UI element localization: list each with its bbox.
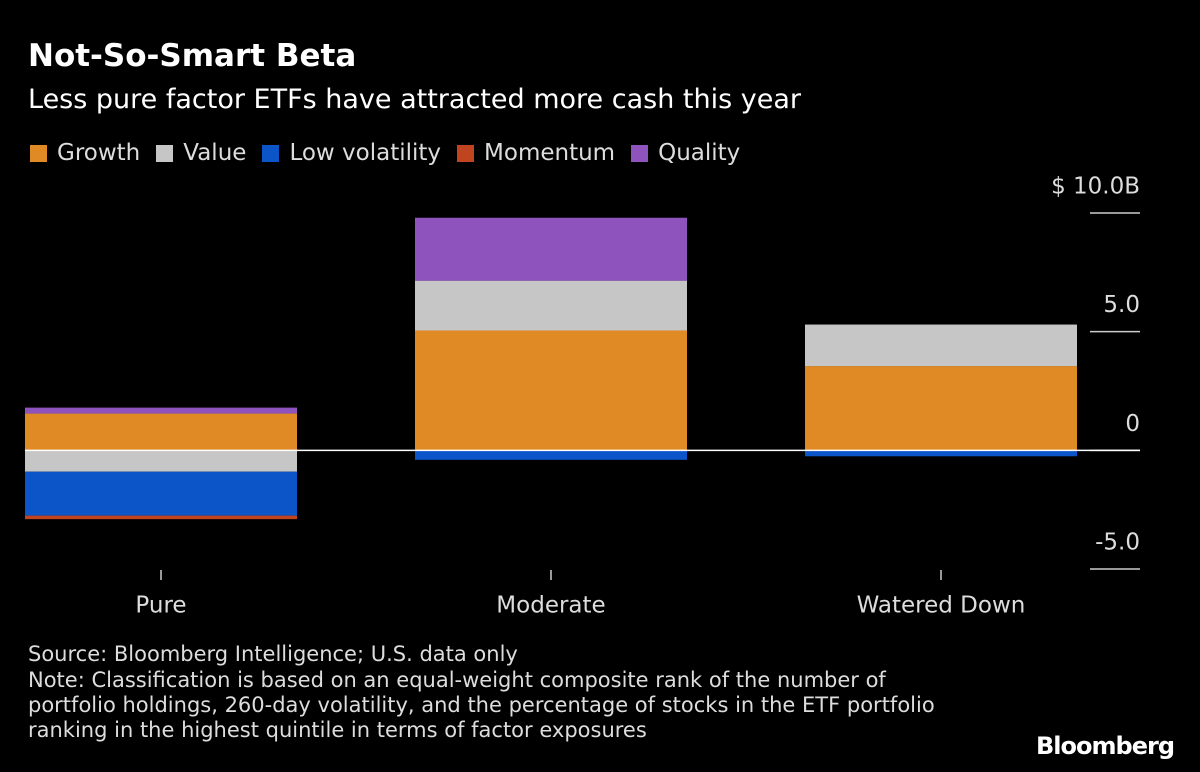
bar-segment [805,324,1077,367]
bar-segment [25,515,297,520]
legend-label: Low volatility [289,140,442,166]
chart-subtitle: Less pure factor ETFs have attracted mor… [28,84,801,115]
y-tick-label: -5.0 [1095,530,1140,556]
y-tick-label: $ 10.0B [1051,174,1140,200]
note: Note: Classification is based on an equa… [28,668,935,742]
legend-label: Growth [57,140,141,166]
bar-segment [415,330,687,451]
legend-item: Growth [30,140,140,166]
bar-segment [415,280,687,331]
y-tick-label: 5.0 [1103,292,1140,318]
legend-item: Low volatility [262,140,441,166]
legend-swatch [30,144,47,162]
bar-segment [415,217,687,281]
bar-segment [25,450,297,472]
bar-segment [25,407,297,414]
x-tick-label: Moderate [496,593,605,619]
bar-segment [805,366,1077,451]
legend-label: Quality [658,140,741,166]
legend-item: Momentum [457,140,615,166]
brand-logo: Bloomberg [1036,732,1175,760]
legend-swatch [262,144,280,162]
legend-item: Value [156,140,246,166]
x-tick-label: Watered Down [857,593,1026,619]
legend-swatch [631,144,649,162]
chart-title: Not-So-Smart Beta [28,38,357,74]
y-tick-label: 0 [1125,411,1140,437]
bar-segment [805,450,1077,457]
bar-segment [25,413,297,451]
bar-segment [25,471,297,516]
legend-label: Momentum [484,140,616,166]
legend: Growth Value Low volatility Momentum Quality [30,140,756,166]
source: Source: Bloomberg Intelligence; U.S. dat… [28,642,518,666]
x-tick-label: Pure [135,593,186,619]
bar-segment [415,450,687,460]
legend-swatch [156,144,174,162]
legend-label: Value [183,140,247,166]
legend-swatch [457,144,475,162]
legend-item: Quality [631,140,740,166]
